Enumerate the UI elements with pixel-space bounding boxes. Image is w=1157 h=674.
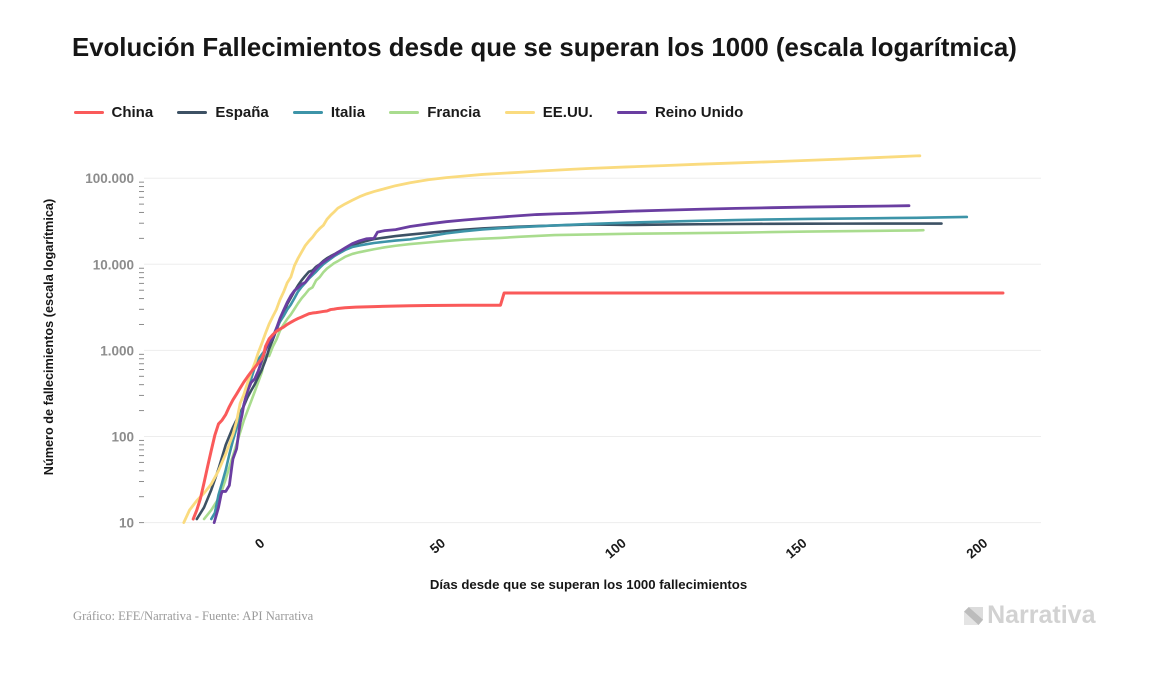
svg-text:100: 100 [602,535,629,561]
svg-text:100: 100 [111,430,134,445]
svg-text:10: 10 [119,516,134,531]
svg-text:100.000: 100.000 [85,171,134,186]
svg-text:50: 50 [427,535,448,556]
svg-text:0: 0 [252,535,267,551]
svg-text:1.000: 1.000 [100,343,134,358]
svg-text:10.000: 10.000 [93,257,134,272]
svg-text:150: 150 [783,535,810,561]
svg-text:200: 200 [964,535,991,561]
